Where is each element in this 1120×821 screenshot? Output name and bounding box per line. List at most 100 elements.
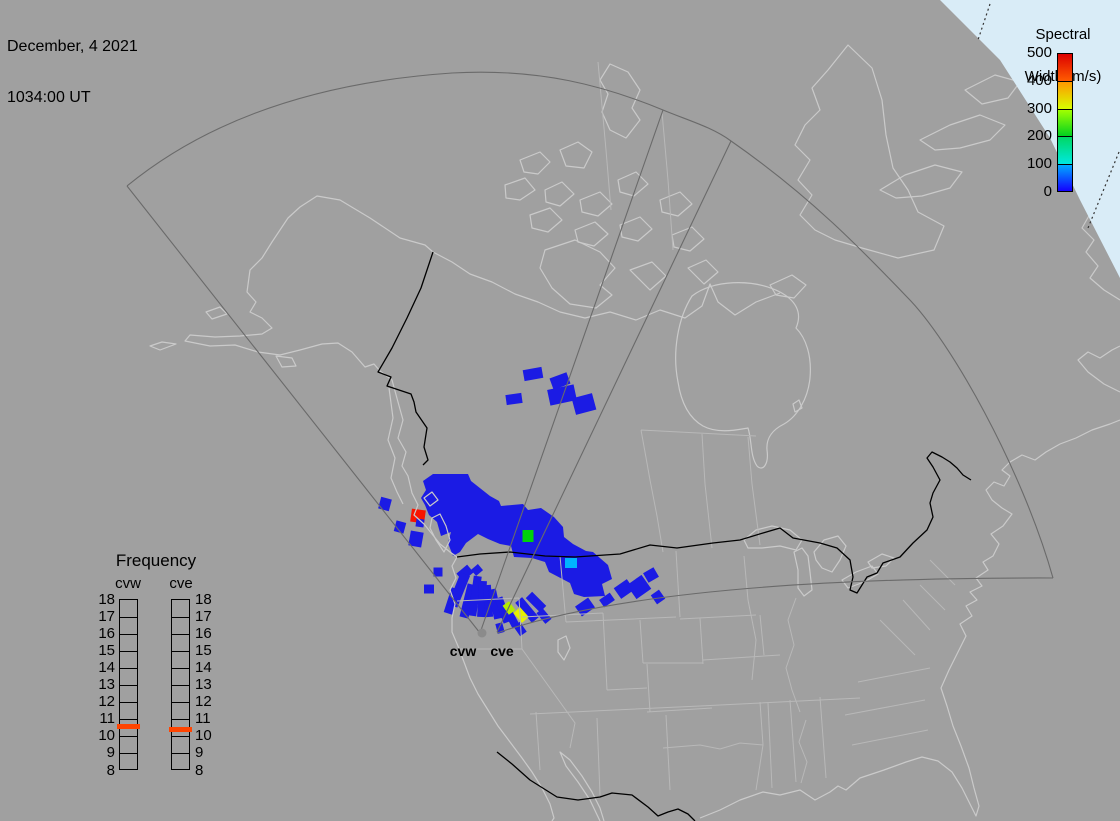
coast-vancouver-island <box>429 513 451 553</box>
frequency-scale-label-right: 12 <box>195 693 212 711</box>
ellesmere-island-2 <box>964 74 1021 105</box>
coast-belcher-islands <box>792 399 803 413</box>
frequency-scale-label-right: 17 <box>195 607 212 625</box>
echo-cell <box>424 584 434 594</box>
echo-cell <box>487 588 503 620</box>
frequency-column-label-cve: cve <box>169 575 193 592</box>
lake-superior <box>743 525 803 551</box>
colorbar-tick-label: 400 <box>1026 71 1052 89</box>
coastline-layer <box>149 44 1120 821</box>
out-of-map-wedge <box>940 0 1120 278</box>
arctic-island-11 <box>659 191 693 217</box>
frequency-cell-line <box>120 633 137 635</box>
colorbar-tick-label: 300 <box>1026 99 1052 117</box>
arctic-island-6 <box>579 191 613 217</box>
echo-cell <box>626 574 652 600</box>
colorbar-segment-2 <box>1058 108 1072 137</box>
frequency-scale-label-right: 15 <box>195 641 212 659</box>
arctic-island-3 <box>519 151 551 175</box>
echo-cell <box>505 392 523 406</box>
echo-cell <box>565 558 577 568</box>
arctic-island-13 <box>629 261 667 291</box>
frequency-bar-cvw <box>119 599 138 770</box>
frequency-scale-label-left: 15 <box>98 641 115 659</box>
echo-cell <box>378 496 392 512</box>
fov-outer-arc <box>126 71 1054 579</box>
frequency-cell-line <box>172 685 189 686</box>
echo-cell <box>513 607 529 623</box>
frequency-cell-line <box>172 633 189 635</box>
echo-cell <box>522 366 544 382</box>
coast-gulf-california <box>559 751 605 821</box>
frequency-scale-label-left: 13 <box>98 676 115 693</box>
echo-cell <box>549 372 571 390</box>
echo-main-blob <box>421 474 612 597</box>
arctic-island-8 <box>529 207 563 233</box>
frequency-marker-cve <box>169 727 192 733</box>
map-radar-label-cvw: cvw <box>449 643 477 659</box>
frequency-cell-line <box>120 736 137 738</box>
frequency-scale-label-right: 9 <box>195 744 204 762</box>
frequency-scale-label-left: 17 <box>98 607 115 625</box>
province-boundaries <box>597 61 761 553</box>
frequency-column-label-cvw: cvw <box>115 575 141 592</box>
frequency-marker-cvw <box>117 723 140 729</box>
arctic-island-9 <box>574 221 609 247</box>
lake-ontario <box>867 553 895 569</box>
fov-outline-layer <box>126 71 1054 634</box>
border-us-canada <box>456 451 972 594</box>
baffin-island <box>794 44 945 259</box>
fov-cve-left-edge <box>496 140 732 633</box>
coast-haida-gwaii <box>423 491 439 507</box>
echo-cell <box>415 518 425 528</box>
colorbar-segment-1 <box>1058 81 1072 109</box>
frequency-cell-line <box>120 667 137 669</box>
frequency-scale-label-right: 18 <box>195 590 212 608</box>
graticule-dashed-2 <box>1087 151 1120 229</box>
frequency-cell-line <box>172 702 189 704</box>
map-radar-label-cve: cve <box>490 643 514 659</box>
frequency-scale-label-right: 14 <box>195 658 212 676</box>
frequency-cell-line <box>172 719 189 721</box>
coast-inside-passage <box>387 387 404 505</box>
frequency-cell-line <box>120 753 137 755</box>
graticule-dashed-1 <box>977 3 991 41</box>
frequency-scale-label-right: 11 <box>195 710 211 728</box>
coast-arctic-mainland <box>432 251 781 321</box>
frequency-scale-label-left: 16 <box>98 624 115 642</box>
echo-cell <box>468 575 482 617</box>
frequency-scale-label-right: 13 <box>195 676 212 693</box>
lake-michigan <box>793 547 813 597</box>
lake-erie <box>841 565 879 589</box>
echo-cell <box>433 567 443 577</box>
state-boundary-layer <box>456 61 956 796</box>
colorbar-segment-0 <box>1058 54 1072 82</box>
frequency-cell-line <box>120 650 137 652</box>
colorbar-segment-4 <box>1058 163 1072 191</box>
fov-cvw-right-edge <box>479 109 664 634</box>
frequency-scale-label-left: 9 <box>106 744 115 762</box>
ellesmere-island-1 <box>919 114 1006 151</box>
echo-cell <box>470 564 484 576</box>
frequency-scale-label-left: 11 <box>99 710 115 728</box>
border-us-mexico <box>496 751 696 821</box>
southampton-island <box>769 274 807 299</box>
fov-cve-lower-edge <box>496 577 1054 634</box>
colorbar-title: Spectral Width (m/s) <box>1008 0 1118 98</box>
echo-cell <box>408 530 424 548</box>
coast-st-lawrence-island <box>205 306 228 320</box>
coast-kodiak-island <box>275 355 297 368</box>
coast-aleutian-islands <box>149 341 177 351</box>
echo-cell <box>650 589 666 605</box>
colorbar-tick-label: 200 <box>1026 127 1052 145</box>
arctic-island-1 <box>599 63 641 139</box>
colorbar-tick-label: 0 <box>1043 182 1052 200</box>
great-salt-lake <box>557 635 571 661</box>
arctic-island-5 <box>544 181 575 207</box>
frequency-scale-label-left: 14 <box>98 658 115 676</box>
arctic-island-10 <box>619 216 653 242</box>
echo-cell <box>525 591 547 613</box>
frequency-cell-line <box>172 667 189 669</box>
